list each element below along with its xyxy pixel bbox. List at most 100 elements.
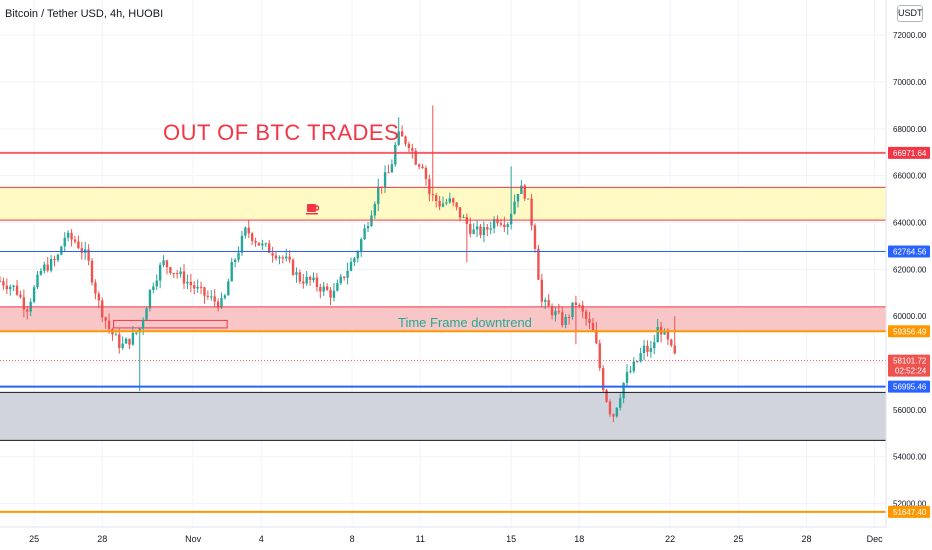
candle-body (5, 285, 9, 290)
coffee-cup-icon[interactable] (306, 202, 320, 218)
candle-body (90, 260, 94, 283)
candle-body (526, 198, 530, 200)
candle-body (322, 286, 325, 292)
currency-button[interactable]: USDT (897, 5, 923, 22)
price-tick-label: 52000.00 (893, 500, 927, 509)
candle-body (475, 226, 479, 230)
candle-body (63, 237, 66, 247)
candle-body (240, 235, 244, 253)
price-label: 58101.72 (893, 357, 927, 366)
candle-body (53, 259, 56, 261)
price-zone[interactable] (0, 392, 886, 441)
candle-body (274, 255, 278, 259)
candle-body (339, 276, 342, 284)
candle-body (646, 345, 649, 352)
candle-body (135, 332, 138, 334)
candle-body (196, 286, 199, 289)
time-tick-label: 28 (801, 534, 811, 544)
price-label: 66971.64 (893, 149, 927, 158)
candle-body (148, 289, 152, 309)
candle-body (342, 276, 346, 278)
zone-annotation[interactable]: Time Frame downtrend (398, 315, 532, 330)
candle-body (421, 166, 424, 169)
candle-body (22, 297, 26, 310)
candle-body (158, 264, 162, 281)
candle-body (673, 345, 676, 354)
candle-body (302, 281, 305, 284)
chart-title: Bitcoin / Tether USD, 4h, HUOBI (5, 8, 164, 20)
candle-body (479, 226, 482, 236)
candle-body (383, 172, 387, 187)
candle-body (540, 279, 544, 302)
price-tick-label: 60000.00 (893, 312, 927, 321)
candle-body (104, 317, 107, 321)
candle-body (407, 143, 411, 149)
candle-body (578, 304, 581, 306)
candle-body (247, 227, 250, 234)
candle-body (0, 281, 2, 283)
candle-body (496, 219, 499, 224)
candle-body (32, 287, 36, 302)
candle-body (203, 287, 206, 296)
candle-body (499, 223, 503, 225)
candle-body (595, 329, 598, 344)
candle-body (199, 286, 203, 288)
candle-body (291, 259, 295, 275)
candle-body (162, 260, 165, 265)
candle-body (298, 272, 302, 282)
price-tick-label: 56000.00 (893, 406, 927, 415)
candle-body (288, 256, 291, 260)
candle-body (550, 306, 554, 316)
candle-body (394, 144, 397, 165)
candle-body (271, 252, 274, 256)
candle-body (43, 264, 46, 271)
candle-body (530, 198, 533, 226)
candle-body (533, 225, 537, 249)
candle-body (152, 286, 155, 290)
candle-body (281, 257, 285, 259)
candle-body (223, 295, 227, 298)
candle-body (642, 345, 646, 354)
candle-body (469, 223, 472, 234)
candle-body (2, 281, 5, 286)
candle-body (584, 311, 588, 319)
headline-annotation[interactable]: OUT OF BTC TRADES (163, 120, 400, 145)
candle-body (128, 338, 131, 345)
candle-body (254, 240, 257, 243)
candle-body (278, 257, 281, 259)
candle-body (636, 361, 639, 363)
candle-body (193, 285, 196, 289)
candle-body (489, 228, 492, 230)
candle-body (94, 282, 97, 294)
candle-body (370, 215, 373, 227)
candle-body (649, 348, 653, 352)
candle-body (206, 295, 210, 297)
candle-body (561, 312, 564, 326)
range-box[interactable] (113, 319, 228, 329)
candle-body (319, 286, 322, 292)
candle-body (458, 207, 462, 218)
price-label-badge (888, 505, 930, 518)
price-tick-label: 70000.00 (893, 78, 927, 87)
candle-body (666, 330, 670, 340)
candle-body (305, 276, 308, 284)
candle-body (165, 260, 169, 268)
candle-body (80, 248, 83, 253)
candle-body (472, 229, 475, 234)
candle-body (492, 219, 496, 229)
candle-body (73, 239, 77, 242)
candle-body (220, 297, 223, 308)
candle-body (574, 302, 578, 305)
candle-body (411, 148, 414, 151)
candle-body (101, 300, 104, 318)
price-label-badge (888, 245, 930, 258)
candle-body (353, 258, 356, 263)
candle-body (622, 382, 625, 399)
candle-body (49, 259, 53, 271)
candle-body (404, 136, 407, 144)
candle-body (216, 301, 220, 308)
candle-body (227, 281, 230, 296)
candle-body (308, 276, 312, 280)
candle-body (625, 372, 629, 383)
